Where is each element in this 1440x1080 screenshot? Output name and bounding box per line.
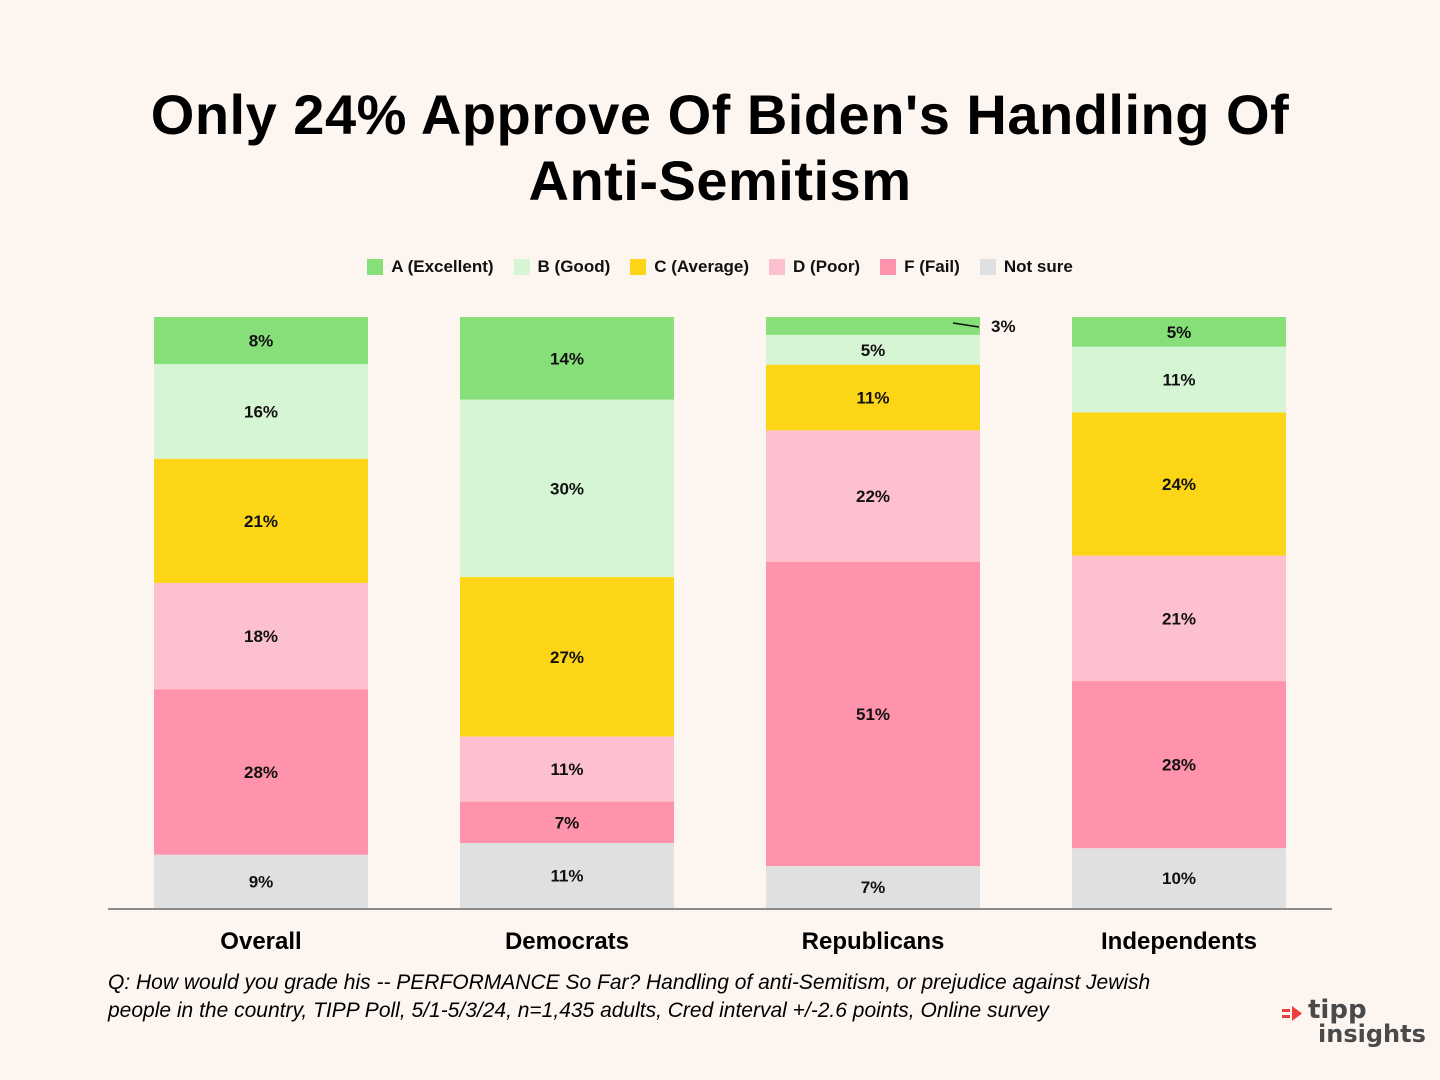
- logo-arrow-bar-top: [1282, 1009, 1290, 1012]
- legend-swatch: [367, 259, 384, 275]
- bar-segment-democrats-0: [460, 317, 674, 400]
- bar-segment-democrats-1: [460, 399, 674, 578]
- legend-label: Not sure: [1003, 257, 1073, 276]
- legend-label: C (Average): [654, 257, 750, 276]
- bar-segment-republicans-0: [766, 317, 980, 335]
- bar-segment-overall-4: [154, 689, 368, 855]
- bar-segment-democrats-4: [460, 801, 674, 843]
- data-label: 5%: [1167, 323, 1192, 342]
- legend-swatch: [769, 259, 786, 275]
- bar-segment-independents-4: [1072, 681, 1286, 849]
- legend-label: A (Excellent): [391, 257, 494, 276]
- data-label: 51%: [856, 705, 890, 724]
- bar-segment-independents-0: [1072, 317, 1286, 347]
- footnote-line-2: people in the country, TIPP Poll, 5/1-5/…: [108, 999, 1049, 1022]
- bar-segment-democrats-5: [460, 842, 674, 908]
- legend: A (Excellent) B (Good) C (Average) D (Po…: [0, 257, 1440, 277]
- logo-text-tipp: tipp: [1308, 995, 1367, 1025]
- data-label: 14%: [550, 349, 584, 368]
- logo-text-insights: insights: [1318, 1020, 1426, 1048]
- data-label: 28%: [1162, 756, 1196, 775]
- logo-arrow-head: [1292, 1006, 1302, 1021]
- legend-swatch: [630, 259, 647, 275]
- tipp-insights-logo: tipp insights: [1278, 996, 1428, 1052]
- data-label: 22%: [856, 487, 890, 506]
- chart-title: Only 24% Approve Of Biden's Handling Of …: [120, 82, 1320, 214]
- legend-item-d-poor: D (Poor): [769, 257, 860, 277]
- data-label: 21%: [1162, 609, 1196, 628]
- data-label: 9%: [249, 872, 274, 891]
- data-label: 18%: [244, 627, 278, 646]
- legend-swatch: [880, 259, 897, 275]
- legend-item-f-fail: F (Fail): [880, 257, 960, 277]
- bar-segment-republicans-5: [766, 866, 980, 908]
- data-label: 3%: [991, 317, 1016, 336]
- bar-segment-democrats-2: [460, 577, 674, 737]
- bar-segment-republicans-3: [766, 430, 980, 562]
- bar-segment-independents-5: [1072, 848, 1286, 908]
- x-tick-label: Independents: [1101, 928, 1257, 955]
- data-label: 16%: [244, 403, 278, 422]
- bar-segment-independents-1: [1072, 346, 1286, 413]
- bar-segment-republicans-4: [766, 561, 980, 867]
- data-label: 27%: [550, 648, 584, 667]
- data-label: 7%: [555, 813, 580, 832]
- data-label: 11%: [550, 760, 583, 779]
- legend-label: F (Fail): [904, 257, 960, 276]
- x-tick-label: Overall: [220, 928, 301, 955]
- bar-segment-independents-2: [1072, 412, 1286, 556]
- data-label: 5%: [861, 341, 886, 360]
- bar-segment-overall-3: [154, 582, 368, 690]
- logo-arrow-bar-bottom: [1282, 1015, 1290, 1018]
- bar-segment-overall-2: [154, 458, 368, 583]
- bar-segment-republicans-2: [766, 364, 980, 431]
- data-label: 7%: [861, 878, 886, 897]
- data-label: 8%: [249, 332, 274, 351]
- legend-label: B (Good): [537, 257, 611, 276]
- chart-title-line-1: Only 24% Approve Of Biden's Handling Of: [150, 83, 1290, 146]
- data-label: 28%: [244, 763, 278, 782]
- legend-item-c-average: C (Average): [630, 257, 749, 277]
- legend-item-not-sure: Not sure: [979, 257, 1073, 277]
- footnote-line-1: Q: How would you grade his -- PERFORMANC…: [108, 971, 1151, 994]
- bar-segment-overall-1: [154, 364, 368, 459]
- x-tick-label: Republicans: [802, 928, 945, 955]
- stacked-bar-chart: 8% 16% 21% 18% 28% 9% Overall 14% 30% 27% 11% 7% 11%…: [108, 317, 1332, 955]
- data-label: 11%: [550, 866, 583, 885]
- legend-swatch: [513, 259, 530, 275]
- data-label: 24%: [1162, 475, 1196, 494]
- footnote: Q: How would you grade his -- PERFORMANC…: [108, 969, 1308, 1025]
- chart-title-line-2: Anti-Semitism: [528, 149, 912, 212]
- bar-segment-overall-5: [154, 854, 368, 908]
- legend-item-a-excellent: A (Excellent): [367, 257, 494, 277]
- bar-segment-independents-3: [1072, 555, 1286, 682]
- data-label: 30%: [550, 479, 584, 498]
- bar-segment-republicans-1: [766, 334, 980, 365]
- data-label: 11%: [1162, 371, 1195, 390]
- data-label: 10%: [1162, 869, 1196, 888]
- x-tick-label: Democrats: [505, 928, 629, 955]
- data-label: 11%: [856, 389, 889, 408]
- bar-segment-democrats-3: [460, 736, 674, 802]
- legend-item-b-good: B (Good): [513, 257, 611, 277]
- data-label: 21%: [244, 512, 278, 531]
- legend-label: D (Poor): [793, 257, 861, 276]
- logo-arrow-icon: [1282, 1006, 1302, 1021]
- bar-segment-overall-0: [154, 317, 368, 365]
- legend-swatch: [979, 259, 996, 275]
- data-label-leader-line: [952, 322, 980, 328]
